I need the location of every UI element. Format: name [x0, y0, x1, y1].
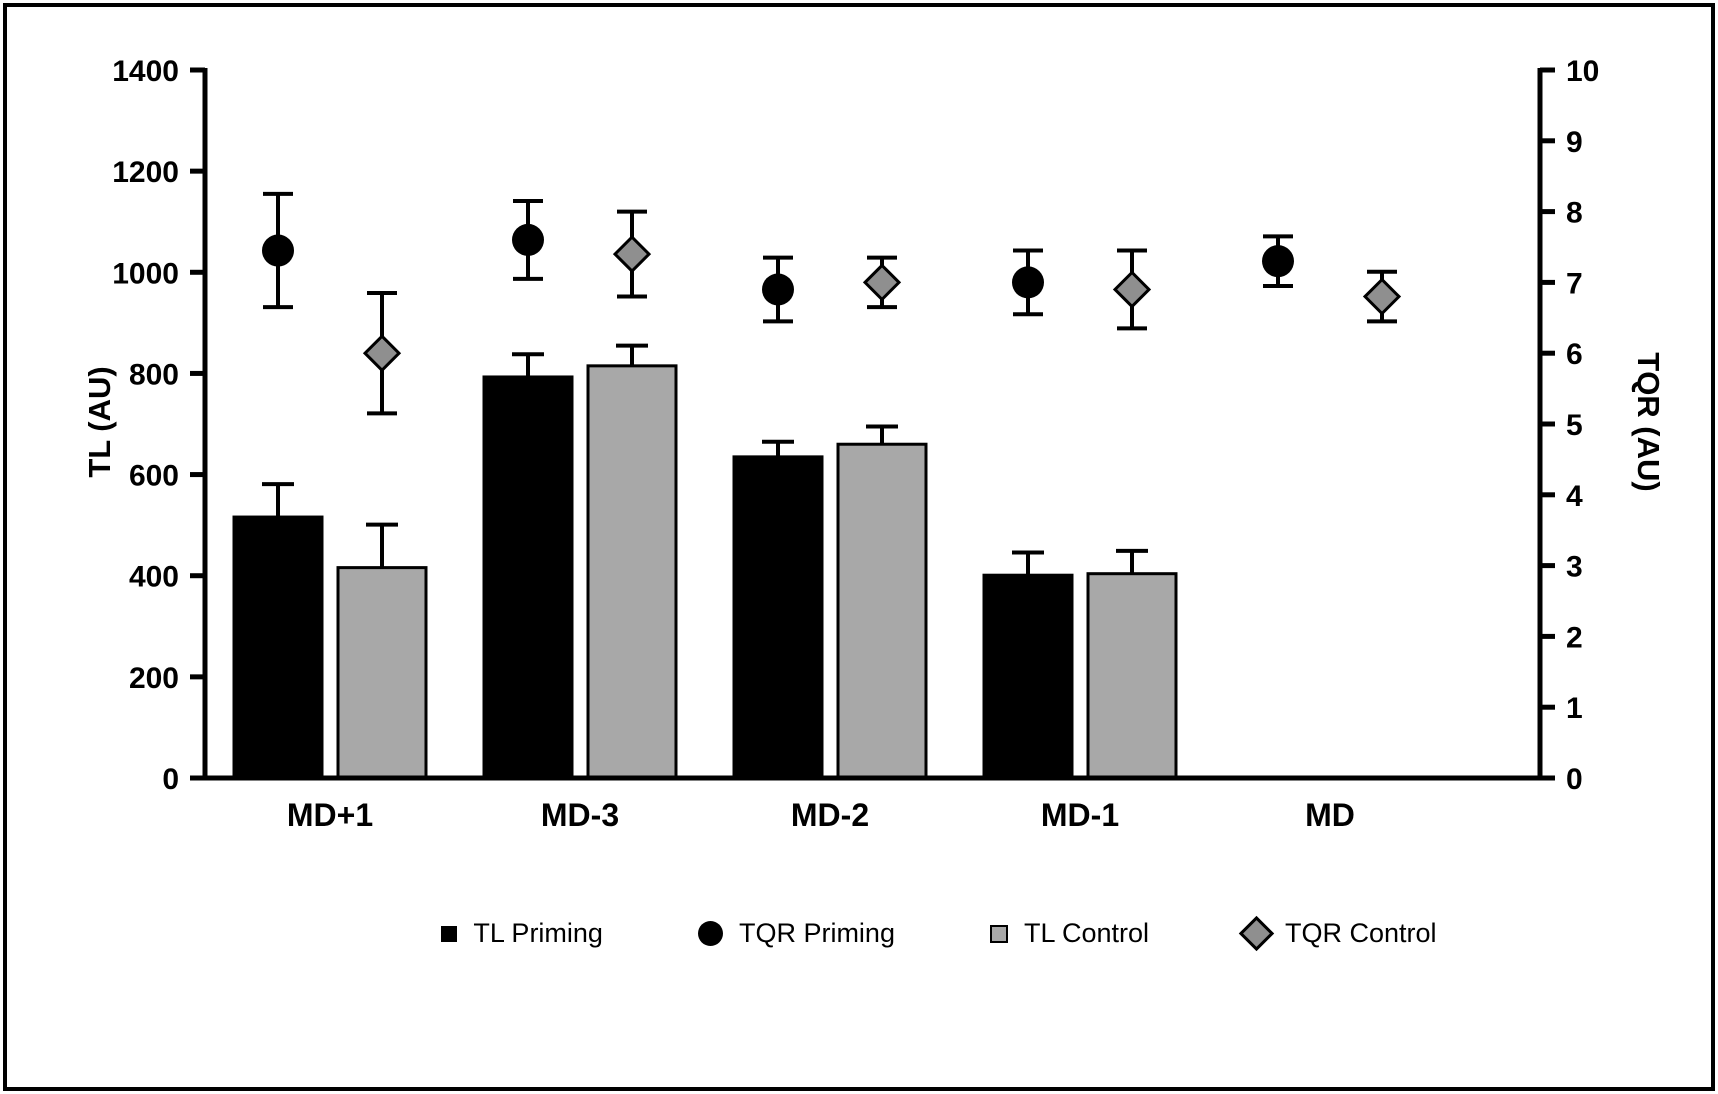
tqr-control-swatch-icon — [1238, 915, 1275, 952]
right-tick-label: 7 — [1566, 267, 1583, 300]
left-axis-title: TL (AU) — [82, 366, 117, 478]
marker-tqr-priming — [762, 273, 794, 306]
right-tick-label: 3 — [1566, 551, 1583, 584]
left-tick-label: 600 — [129, 460, 179, 493]
right-tick-label: 0 — [1566, 763, 1583, 796]
marker-tqr-control — [362, 334, 402, 373]
legend-label-tqr-control: TQR Control — [1285, 918, 1437, 948]
bar-tl-control — [586, 364, 678, 780]
left-tick-label: 1200 — [112, 156, 179, 189]
tqr-priming-swatch-icon — [697, 921, 723, 946]
x-category-label: MD-2 — [791, 797, 869, 833]
marker-tqr-priming — [1262, 245, 1294, 278]
left-tick-label: 400 — [129, 561, 179, 594]
right-tick-label: 2 — [1566, 621, 1583, 654]
right-tick-label: 10 — [1566, 55, 1599, 88]
bar-tl-priming — [732, 455, 824, 780]
bar-tl-control — [1086, 572, 1178, 780]
right-tick-label: 9 — [1566, 126, 1583, 159]
bar-tl-priming — [982, 573, 1074, 780]
legend: TL Priming TQR Priming TL Control TQR Co… — [0, 915, 1718, 952]
legend-item-tl-priming: TL Priming — [441, 918, 603, 949]
right-tick-label: 4 — [1566, 480, 1583, 513]
bar-tl-control — [336, 566, 428, 780]
right-tick-label: 8 — [1566, 197, 1583, 230]
x-category-label: MD-1 — [1041, 797, 1119, 833]
legend-label-tqr-priming: TQR Priming — [738, 918, 895, 948]
left-tick-label: 0 — [162, 763, 179, 796]
marker-tqr-control — [612, 234, 652, 274]
left-tick-label: 800 — [129, 358, 179, 391]
left-tick-label: 1000 — [112, 257, 179, 290]
marker-tqr-priming — [512, 223, 544, 256]
marker-tqr-control — [1362, 277, 1402, 316]
tl-priming-swatch-icon — [441, 925, 458, 942]
marker-tqr-control — [1112, 270, 1152, 309]
x-category-label: MD-3 — [541, 797, 619, 833]
bar-tl-control — [836, 442, 928, 780]
x-category-label: MD+1 — [287, 797, 373, 833]
marker-tqr-priming — [262, 234, 294, 267]
bar-tl-priming — [482, 375, 574, 780]
legend-label-tl-control: TL Control — [1023, 918, 1150, 948]
right-tick-label: 6 — [1566, 338, 1583, 371]
right-axis-title: TQR (AU) — [1631, 352, 1666, 492]
bar-tl-priming — [232, 515, 324, 780]
left-tick-label: 1400 — [112, 55, 179, 88]
legend-label-tl-priming: TL Priming — [473, 918, 603, 948]
legend-item-tl-control: TL Control — [989, 918, 1150, 949]
left-tick-label: 200 — [129, 662, 179, 695]
legend-item-tqr-control: TQR Control — [1238, 915, 1437, 952]
right-tick-label: 1 — [1566, 692, 1583, 725]
x-category-label: MD — [1305, 797, 1355, 833]
right-tick-label: 5 — [1566, 409, 1583, 442]
legend-item-tqr-priming: TQR Priming — [697, 918, 895, 949]
marker-tqr-control — [862, 263, 902, 302]
marker-tqr-priming — [1012, 266, 1044, 299]
tl-control-swatch-icon — [989, 924, 1008, 943]
